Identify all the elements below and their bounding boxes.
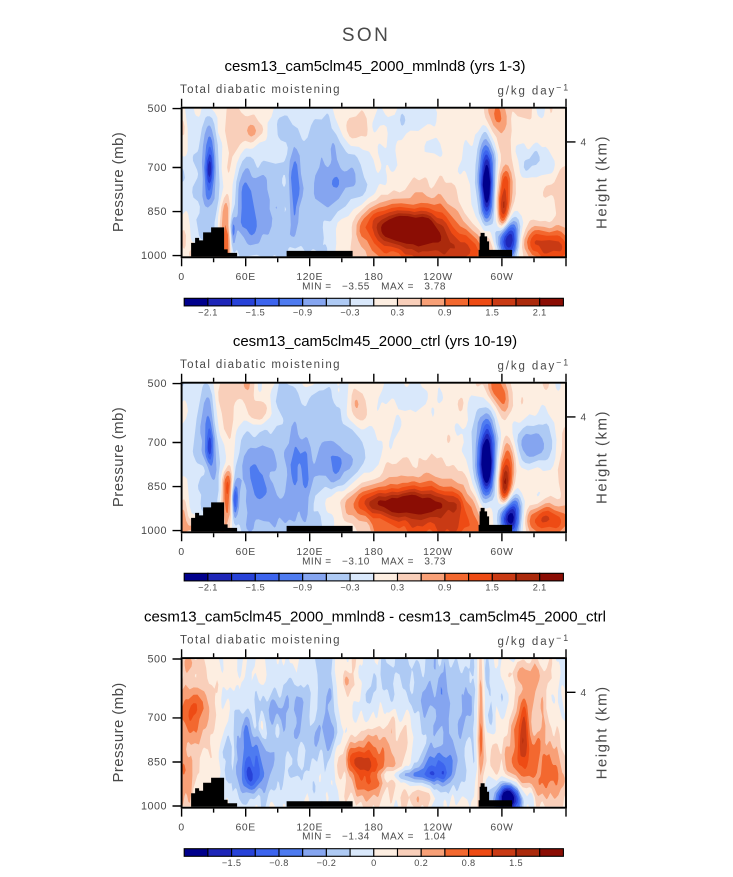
svg-text:60E: 60E	[236, 547, 256, 558]
svg-text:Height (km): Height (km)	[594, 410, 611, 504]
svg-text:0.9: 0.9	[438, 583, 452, 593]
svg-text:0.9: 0.9	[438, 308, 452, 318]
svg-text:700: 700	[147, 162, 167, 174]
svg-text:Total diabatic moistening: Total diabatic moistening	[180, 359, 341, 371]
svg-text:Height (km): Height (km)	[594, 685, 611, 779]
svg-text:MIN = −3.10 MAX = 3.73: MIN = −3.10 MAX = 3.73	[302, 556, 446, 567]
svg-text:2.1: 2.1	[533, 583, 547, 593]
svg-text:60E: 60E	[236, 823, 256, 834]
svg-text:4: 4	[581, 688, 587, 699]
svg-text:−0.9: −0.9	[293, 308, 313, 318]
svg-text:0: 0	[178, 272, 184, 283]
svg-text:g/kg day−1: g/kg day−1	[497, 358, 570, 373]
svg-text:1000: 1000	[141, 525, 167, 537]
svg-text:120E: 120E	[296, 823, 323, 834]
svg-text:Pressure (mb): Pressure (mb)	[110, 407, 127, 507]
svg-text:−0.8: −0.8	[269, 858, 289, 868]
svg-text:cesm13_cam5clm45_2000_mmlnd8 (: cesm13_cam5clm45_2000_mmlnd8 (yrs 1-3)	[225, 58, 526, 75]
svg-text:−0.3: −0.3	[340, 308, 360, 318]
svg-text:0.8: 0.8	[462, 858, 476, 868]
svg-text:700: 700	[147, 437, 167, 449]
svg-text:MIN = −1.34 MAX = 1.04: MIN = −1.34 MAX = 1.04	[302, 832, 446, 843]
svg-text:−1.5: −1.5	[246, 308, 266, 318]
svg-text:1.5: 1.5	[509, 858, 523, 868]
svg-text:Pressure (mb): Pressure (mb)	[110, 132, 127, 232]
svg-text:700: 700	[147, 712, 167, 724]
svg-text:120E: 120E	[296, 547, 323, 558]
svg-text:−0.2: −0.2	[317, 858, 337, 868]
svg-text:1.5: 1.5	[485, 583, 499, 593]
svg-text:0.3: 0.3	[391, 583, 405, 593]
svg-text:850: 850	[147, 206, 167, 218]
svg-text:60W: 60W	[490, 823, 513, 834]
svg-text:−0.9: −0.9	[293, 583, 313, 593]
svg-text:g/kg day−1: g/kg day−1	[497, 83, 570, 98]
svg-text:0.2: 0.2	[414, 858, 428, 868]
svg-text:0: 0	[178, 823, 184, 834]
svg-text:120W: 120W	[423, 823, 453, 834]
svg-text:SON: SON	[342, 25, 390, 46]
svg-text:180: 180	[364, 272, 383, 283]
svg-text:2.1: 2.1	[533, 308, 547, 318]
svg-text:−1.5: −1.5	[246, 583, 266, 593]
svg-text:850: 850	[147, 756, 167, 768]
svg-text:Pressure (mb): Pressure (mb)	[110, 682, 127, 782]
svg-text:4: 4	[581, 413, 587, 424]
svg-text:500: 500	[147, 103, 167, 115]
svg-text:120W: 120W	[423, 547, 453, 558]
svg-text:−2.1: −2.1	[198, 308, 218, 318]
svg-text:850: 850	[147, 481, 167, 493]
svg-text:cesm13_cam5clm45_2000_ctrl (yr: cesm13_cam5clm45_2000_ctrl (yrs 10-19)	[233, 333, 517, 350]
svg-text:500: 500	[147, 378, 167, 390]
svg-text:g/kg day−1: g/kg day−1	[497, 633, 570, 648]
svg-text:−2.1: −2.1	[198, 583, 218, 593]
svg-text:1000: 1000	[141, 800, 167, 812]
svg-text:0.3: 0.3	[391, 308, 405, 318]
svg-text:120W: 120W	[423, 272, 453, 283]
svg-text:Total diabatic moistening: Total diabatic moistening	[180, 635, 341, 647]
svg-text:MIN = −3.55 MAX = 3.78: MIN = −3.55 MAX = 3.78	[302, 281, 446, 292]
svg-text:0: 0	[371, 858, 376, 868]
svg-text:120E: 120E	[296, 272, 323, 283]
svg-text:1.5: 1.5	[485, 308, 499, 318]
svg-text:180: 180	[364, 547, 383, 558]
svg-text:0: 0	[178, 547, 184, 558]
svg-text:4: 4	[581, 138, 587, 149]
svg-text:cesm13_cam5clm45_2000_mmlnd8 -: cesm13_cam5clm45_2000_mmlnd8 - cesm13_ca…	[144, 608, 606, 625]
svg-text:180: 180	[364, 823, 383, 834]
svg-text:−0.3: −0.3	[340, 583, 360, 593]
svg-text:Total diabatic moistening: Total diabatic moistening	[180, 84, 341, 96]
svg-text:1000: 1000	[141, 250, 167, 262]
svg-text:60W: 60W	[490, 272, 513, 283]
svg-text:500: 500	[147, 653, 167, 665]
svg-text:60W: 60W	[490, 547, 513, 558]
svg-text:−1.5: −1.5	[222, 858, 242, 868]
svg-text:60E: 60E	[236, 272, 256, 283]
svg-text:Height (km): Height (km)	[594, 135, 611, 229]
